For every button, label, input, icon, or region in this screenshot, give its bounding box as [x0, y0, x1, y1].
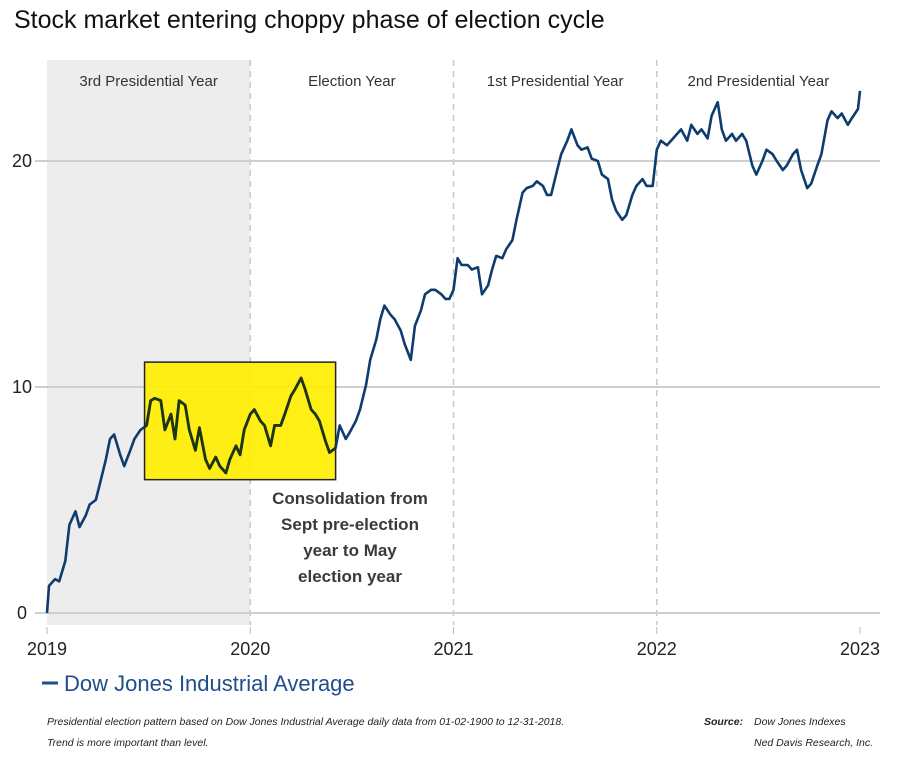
source-2: Ned Davis Research, Inc. [754, 737, 873, 749]
x-tick-label: 2019 [27, 639, 67, 659]
period-label: 1st Presidential Year [487, 73, 624, 90]
annotation-line: Sept pre-election [281, 515, 419, 534]
source-label: Source: [704, 716, 743, 728]
footer-note-1: Presidential election pattern based on D… [47, 716, 564, 728]
x-axis: 2019 2020 2021 2022 2023 [27, 627, 880, 659]
period-label: Election Year [308, 73, 396, 90]
footer-note-2: Trend is more important than level. [47, 737, 208, 749]
x-tick-label: 2021 [433, 639, 473, 659]
shaded-period [47, 60, 251, 625]
period-label: 3rd Presidential Year [79, 73, 217, 90]
x-tick-label: 2023 [840, 639, 880, 659]
series-line-highlighted [144, 376, 336, 475]
plot-background [47, 60, 251, 625]
period-labels: 3rd Presidential Year Election Year 1st Pr… [79, 73, 829, 90]
x-tick-label: 2020 [230, 639, 270, 659]
y-tick-label: 0 [17, 603, 27, 623]
annotation: Consolidation from Sept pre-election year … [272, 489, 428, 586]
series-lines [45, 90, 862, 614]
annotation-line: year to May [303, 541, 397, 560]
chart-title: Stock market entering choppy phase of el… [14, 6, 605, 34]
source-1: Dow Jones Indexes [754, 716, 846, 728]
annotation-line: Consolidation from [272, 489, 428, 508]
legend: Dow Jones Industrial Average [42, 671, 355, 696]
legend-label: Dow Jones Industrial Average [64, 671, 355, 696]
y-tick-label: 20 [12, 151, 32, 171]
y-axis: 0 10 20 [12, 151, 32, 623]
x-tick-label: 2022 [637, 639, 677, 659]
annotation-line: election year [298, 567, 402, 586]
period-label: 2nd Presidential Year [687, 73, 829, 90]
y-tick-label: 10 [12, 377, 32, 397]
